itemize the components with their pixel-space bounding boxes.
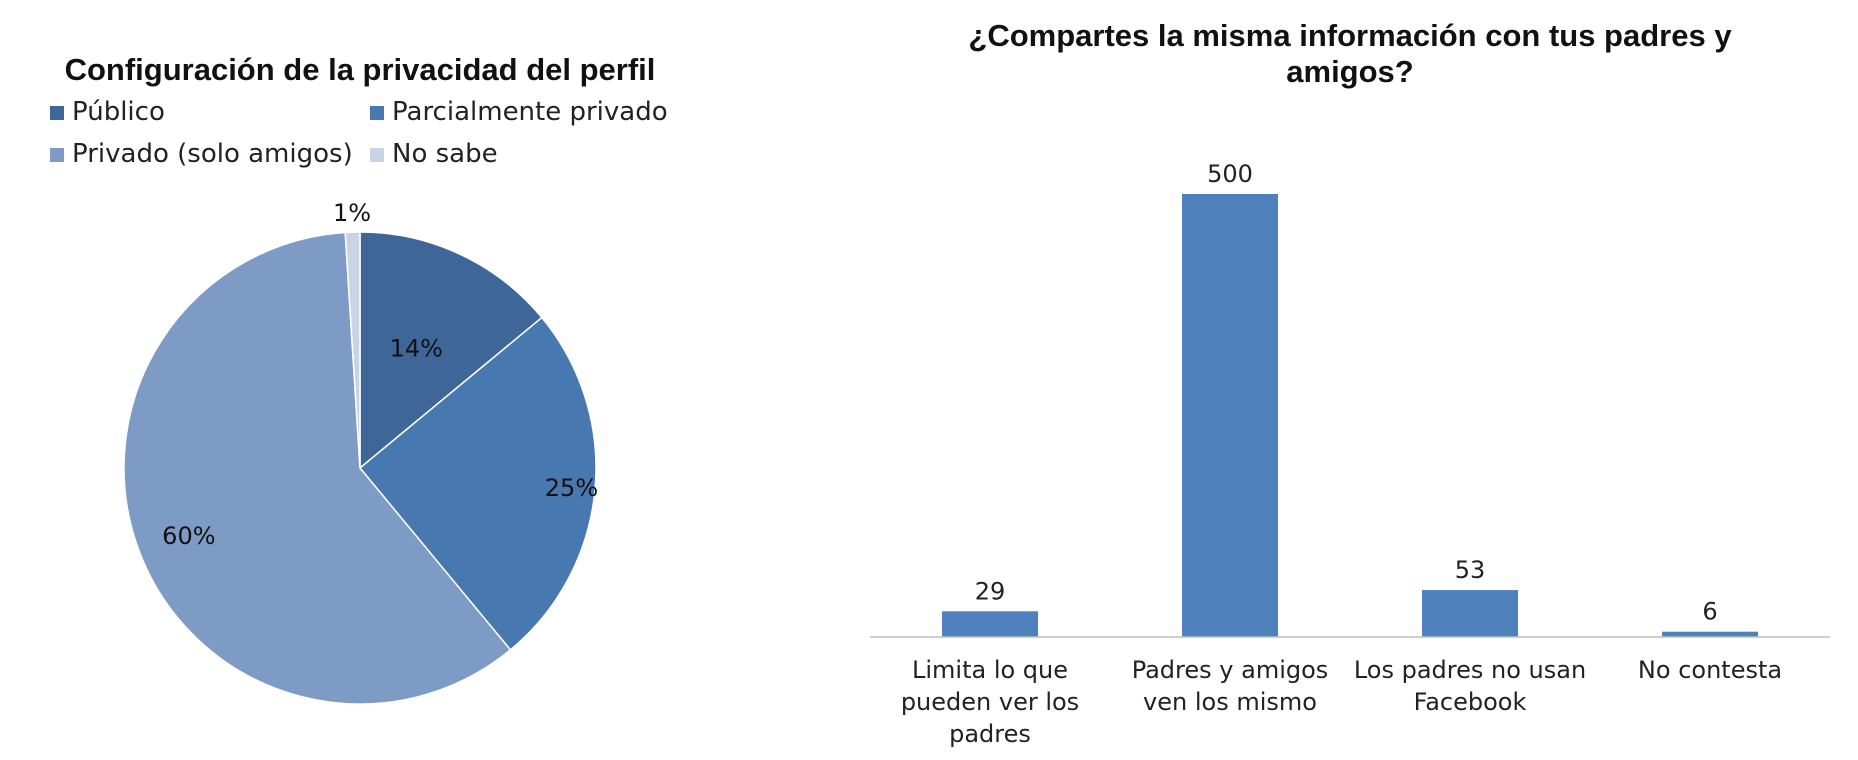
pie-data-label: 25% <box>545 474 598 502</box>
bar-chart: ¿Compartes la misma información con tus … <box>870 18 1830 748</box>
bar-title-line: ¿Compartes la misma información con tus … <box>968 18 1732 53</box>
legend-swatch <box>370 106 384 120</box>
pie-slice <box>123 231 512 705</box>
bar-value-label: 53 <box>1455 556 1486 584</box>
pie-legend: Público Parcialmente privado Privado (solo… <box>50 97 668 169</box>
pie-data-label: 14% <box>390 334 443 362</box>
pie-labels: 14% 25% 60% 1% <box>162 199 598 550</box>
legend-label: No sabe <box>392 139 498 169</box>
category-label-line: Los padres no usan <box>1354 656 1586 684</box>
bar <box>1422 590 1518 637</box>
bar-title-line: amigos? <box>1286 54 1413 89</box>
bar <box>1662 631 1758 637</box>
bar <box>942 611 1038 637</box>
pie-chart-title: Configuración de la privacidad del perfi… <box>65 52 656 87</box>
bar <box>1182 194 1278 637</box>
legend-label: Público <box>72 97 165 127</box>
pie-data-label: 1% <box>333 199 371 227</box>
pie-slices <box>123 231 597 705</box>
bar-value-label: 29 <box>975 577 1006 605</box>
category-label-line: Facebook <box>1414 688 1527 716</box>
bar-value-label: 6 <box>1702 598 1717 626</box>
pie-data-label: 60% <box>162 522 215 550</box>
category-label-line: Padres y amigos <box>1132 656 1329 684</box>
category-label-line: No contesta <box>1638 656 1782 684</box>
bar-value-label: 500 <box>1207 160 1253 188</box>
bars <box>942 194 1758 637</box>
category-labels: Limita lo que pueden ver los padres Padres … <box>901 656 1782 748</box>
bar-chart-title: ¿Compartes la misma información con tus … <box>968 18 1732 89</box>
pie-slice <box>359 231 543 470</box>
category-label-line: Limita lo que <box>912 656 1068 684</box>
bar-value-labels: 29 500 53 6 <box>975 160 1718 626</box>
category-label-line: ven los mismo <box>1143 688 1317 716</box>
pie-slice <box>344 231 361 469</box>
legend-swatch <box>370 148 384 162</box>
pie-slice <box>358 316 597 651</box>
legend-swatch <box>50 106 64 120</box>
legend-label: Parcialmente privado <box>392 97 668 127</box>
category-label-line: padres <box>949 720 1031 748</box>
legend-swatch <box>50 148 64 162</box>
legend-label: Privado (solo amigos) <box>72 139 353 169</box>
category-label-line: pueden ver los <box>901 688 1079 716</box>
pie-chart: Configuración de la privacidad del perfi… <box>50 52 668 705</box>
